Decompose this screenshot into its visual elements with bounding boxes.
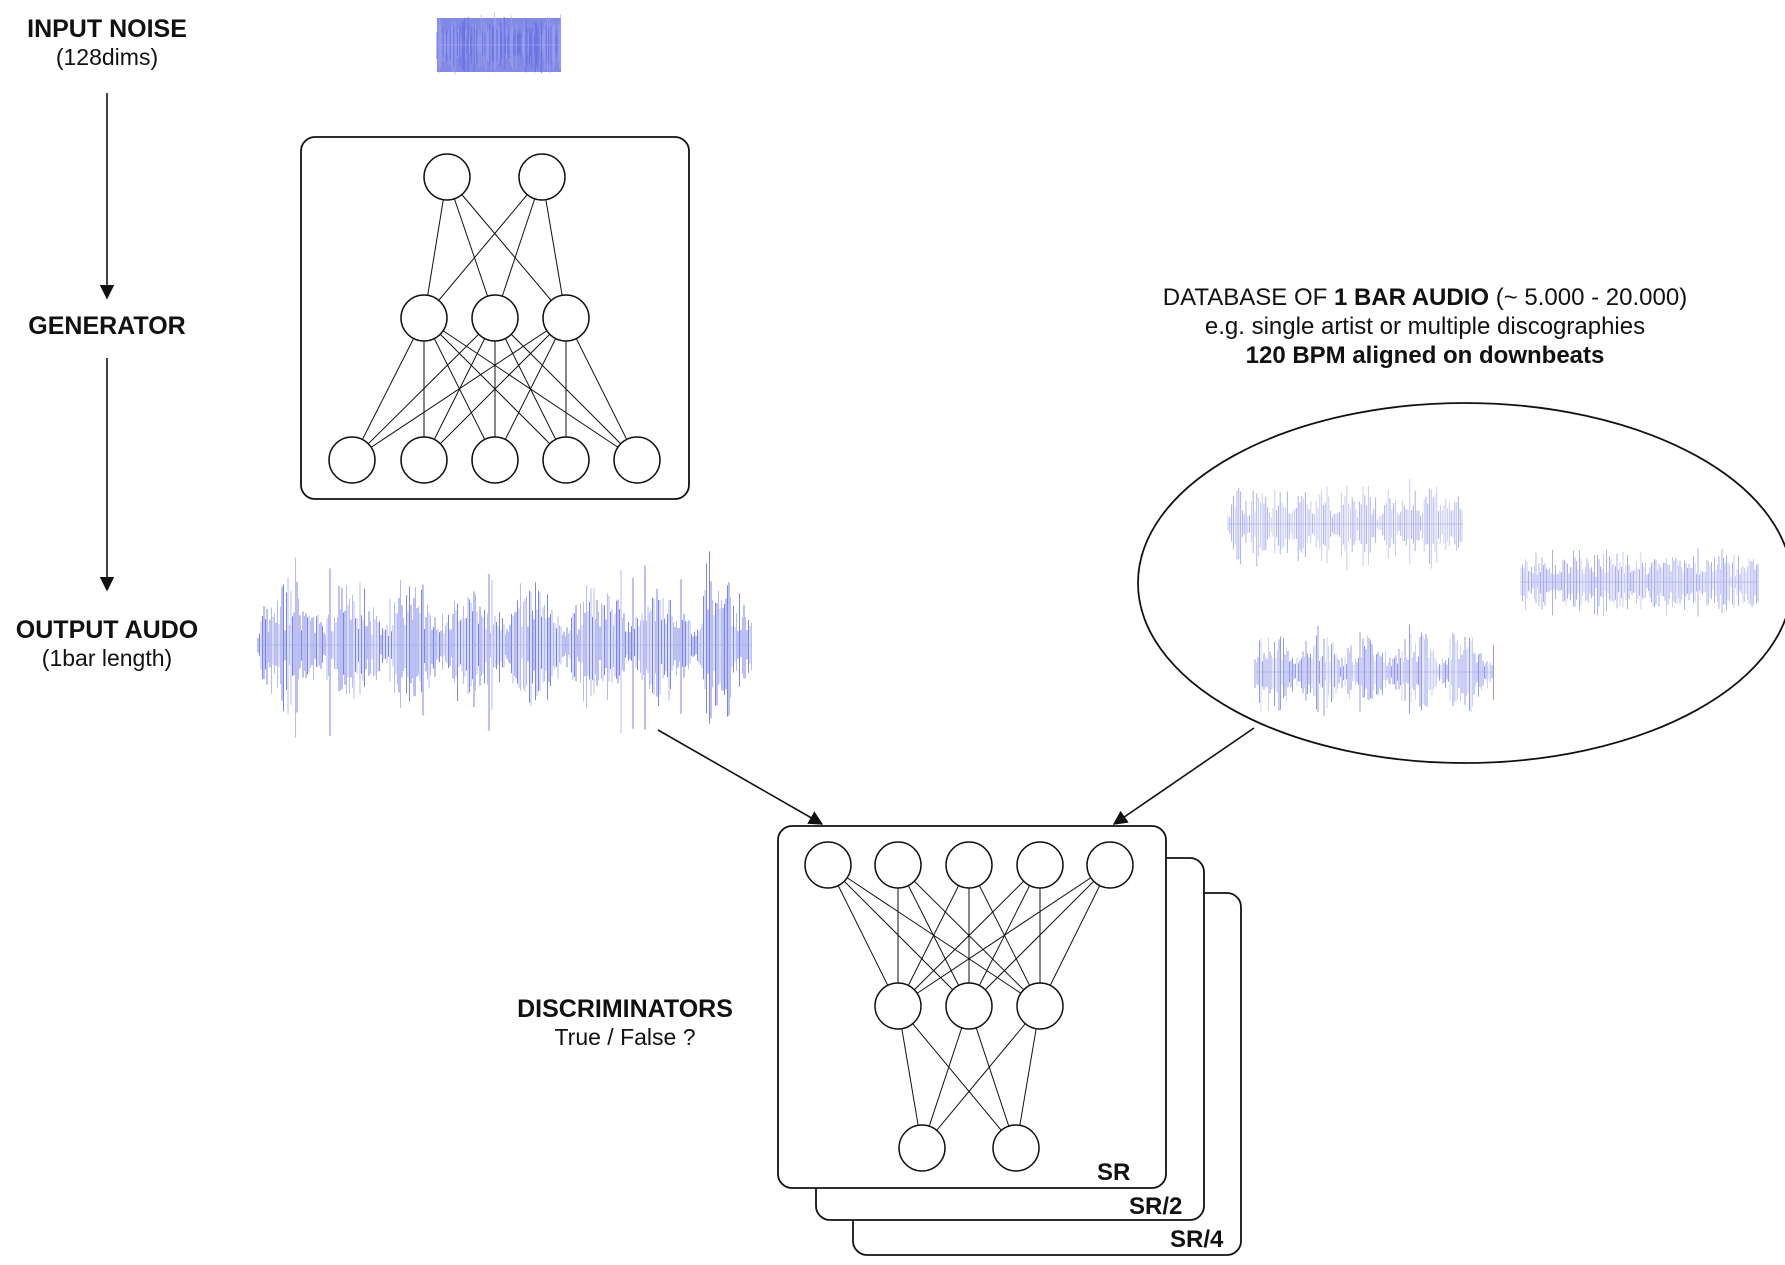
output-audio-subtitle: (1bar length) — [41, 645, 173, 671]
network-edge — [351, 317, 567, 461]
output-audio-waveform — [257, 551, 752, 738]
database-waveform-1 — [1227, 479, 1463, 571]
neuron-node — [874, 841, 922, 889]
neuron-node — [328, 436, 376, 484]
sample-rate-label-sr2: SR/2 — [1129, 1193, 1183, 1220]
neuron-node — [423, 153, 471, 201]
output-audio-label: OUTPUT AUDO (1bar length) — [0, 615, 214, 673]
neuron-node — [992, 1124, 1040, 1172]
sample-rate-label-sr: SR — [1097, 1159, 1131, 1186]
discriminators-title: DISCRIMINATORS — [517, 995, 733, 1023]
database-waveform-2 — [1520, 548, 1759, 617]
generator-network — [328, 153, 661, 484]
network-edge — [351, 317, 425, 461]
neuron-node — [1016, 841, 1064, 889]
database-line-1-prefix: DATABASE OF — [1162, 284, 1334, 311]
network-edge — [968, 1005, 1017, 1149]
generator-label: GENERATOR — [0, 311, 214, 341]
network-edge — [921, 1005, 1041, 1149]
discriminators-subtitle: True / False ? — [554, 1024, 696, 1050]
neuron-node — [804, 841, 852, 889]
network-edge — [1015, 1005, 1041, 1149]
network-edge — [827, 864, 899, 1007]
network-edge — [494, 176, 543, 319]
network-edge — [1039, 864, 1111, 1007]
neuron-node — [1086, 841, 1134, 889]
database-waveform-3 — [1254, 624, 1494, 716]
network-edge — [968, 864, 1111, 1007]
input-noise-label: INPUT NOISE (128dims) — [0, 14, 214, 72]
neuron-node — [613, 436, 661, 484]
neuron-node — [542, 294, 590, 342]
database-line-1: DATABASE OF 1 BAR AUDIO (~ 5.000 - 20.00… — [1105, 284, 1745, 313]
neuron-node — [1016, 982, 1064, 1030]
database-line-3: 120 BPM aligned on downbeats — [1245, 341, 1605, 369]
neuron-node — [542, 436, 590, 484]
discriminators-label: DISCRIMINATORS True / False ? — [480, 994, 770, 1052]
arrow-output-to-discriminator — [657, 729, 824, 825]
neuron-node — [874, 982, 922, 1030]
input-noise-waveform — [436, 12, 562, 76]
neuron-node — [400, 436, 448, 484]
neuron-node — [471, 294, 519, 342]
neuron-node — [898, 1124, 946, 1172]
network-edge — [494, 317, 567, 461]
neuron-node — [400, 294, 448, 342]
neuron-node — [518, 153, 566, 201]
arrow-database-to-discriminator — [1112, 727, 1255, 825]
network-edge — [897, 864, 970, 1007]
output-audio-title: OUTPUT AUDO — [15, 616, 199, 644]
network-edge — [541, 176, 567, 319]
database-line-2: e.g. single artist or multiple discograp… — [1204, 312, 1646, 340]
network-edge — [423, 317, 567, 461]
network-edge — [897, 1005, 1017, 1149]
network-edge — [897, 864, 1041, 1007]
generator-title: GENERATOR — [28, 312, 186, 340]
network-edge — [897, 1005, 923, 1149]
input-noise-title: INPUT NOISE — [27, 15, 187, 43]
network-edge — [446, 176, 567, 319]
database-line-1-suffix: (~ 5.000 - 20.000) — [1489, 284, 1688, 311]
neuron-node — [945, 841, 993, 889]
network-edge — [897, 864, 1111, 1007]
database-label: DATABASE OF 1 BAR AUDIO (~ 5.000 - 20.00… — [1105, 284, 1745, 370]
neuron-node — [945, 982, 993, 1030]
network-edge — [423, 176, 448, 319]
neuron-node — [471, 436, 519, 484]
sample-rate-label-sr4: SR/4 — [1170, 1226, 1224, 1253]
database-line-1-bold: 1 BAR AUDIO — [1333, 284, 1490, 311]
input-noise-subtitle: (128dims) — [55, 44, 159, 70]
network-edge — [565, 317, 638, 461]
network-edge — [351, 317, 496, 461]
network-edge — [921, 1005, 970, 1149]
discriminator-network — [804, 841, 1134, 1172]
network-edge — [446, 176, 496, 319]
network-edge — [423, 176, 543, 319]
